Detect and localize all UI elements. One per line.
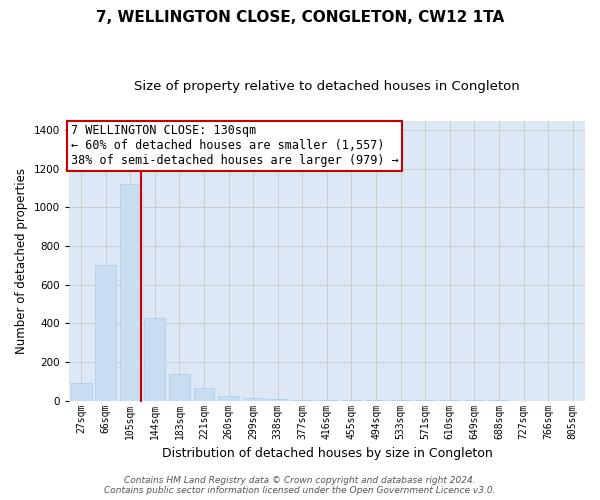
Bar [194, 388, 214, 400]
Text: 7, WELLINGTON CLOSE, CONGLETON, CW12 1TA: 7, WELLINGTON CLOSE, CONGLETON, CW12 1TA [96, 10, 504, 25]
Text: Contains HM Land Registry data © Crown copyright and database right 2024.
Contai: Contains HM Land Registry data © Crown c… [104, 476, 496, 495]
Bar [268, 399, 288, 400]
X-axis label: Distribution of detached houses by size in Congleton: Distribution of detached houses by size … [161, 447, 492, 460]
Y-axis label: Number of detached properties: Number of detached properties [15, 168, 28, 354]
Text: 7 WELLINGTON CLOSE: 130sqm
← 60% of detached houses are smaller (1,557)
38% of s: 7 WELLINGTON CLOSE: 130sqm ← 60% of deta… [71, 124, 398, 168]
Title: Size of property relative to detached houses in Congleton: Size of property relative to detached ho… [134, 80, 520, 93]
Bar [243, 398, 263, 400]
Bar [145, 318, 166, 400]
Bar [120, 184, 141, 400]
Bar [95, 266, 116, 400]
Bar [218, 396, 239, 400]
Bar [71, 384, 92, 400]
Bar [169, 374, 190, 400]
